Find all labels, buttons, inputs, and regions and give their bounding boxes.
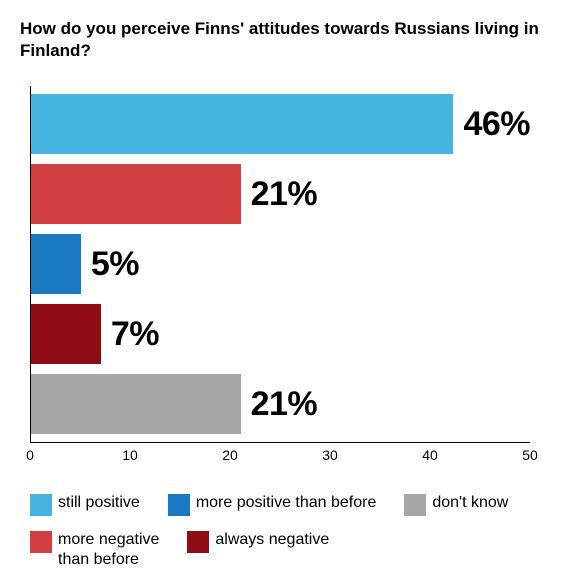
legend-swatch (187, 531, 209, 553)
x-axis-ticks: 01020304050 (30, 447, 530, 471)
bar (31, 164, 241, 224)
bar-row: 21% (31, 374, 530, 434)
legend-item: don't know (404, 493, 508, 516)
legend-item: more positive than before (168, 493, 377, 516)
legend-swatch (30, 531, 52, 553)
legend-swatch (30, 494, 52, 516)
bar (31, 304, 101, 364)
bar-value-label: 5% (91, 245, 139, 284)
legend-label: more positive than before (196, 493, 377, 513)
legend-item: more negative than before (30, 530, 159, 570)
chart-area: 46%21%5%7%21% 01020304050 (30, 86, 530, 471)
x-tick: 20 (222, 447, 238, 463)
x-tick: 30 (322, 447, 338, 463)
bar-row: 5% (31, 234, 530, 294)
x-tick: 40 (422, 447, 438, 463)
legend-label: more negative than before (58, 530, 159, 570)
bar-value-label: 21% (251, 385, 318, 424)
legend-row: more negative than before always negative (30, 530, 560, 570)
bar-value-label: 46% (463, 105, 530, 144)
bar-row: 21% (31, 164, 530, 224)
x-tick: 10 (122, 447, 138, 463)
legend-item: still positive (30, 493, 140, 516)
bar-value-label: 21% (251, 175, 318, 214)
legend-swatch (168, 494, 190, 516)
chart-legend: still positive more positive than before d… (30, 493, 560, 570)
bar (31, 234, 81, 294)
legend-row: still positive more positive than before d… (30, 493, 560, 516)
x-tick: 50 (522, 447, 538, 463)
bar (31, 374, 241, 434)
legend-item: always negative (187, 530, 329, 570)
legend-swatch (404, 494, 426, 516)
bar-row: 46% (31, 94, 530, 154)
chart-title: How do you perceive Finns' attitudes tow… (20, 18, 560, 62)
bar-row: 7% (31, 304, 530, 364)
chart-plot: 46% 21% 5% 7% 21% (30, 86, 530, 443)
legend-label: always negative (215, 530, 329, 550)
legend-label: don't know (432, 493, 508, 513)
bar (31, 94, 453, 154)
legend-label: still positive (58, 493, 140, 513)
x-tick: 0 (26, 447, 34, 463)
bar-value-label: 7% (111, 315, 159, 354)
